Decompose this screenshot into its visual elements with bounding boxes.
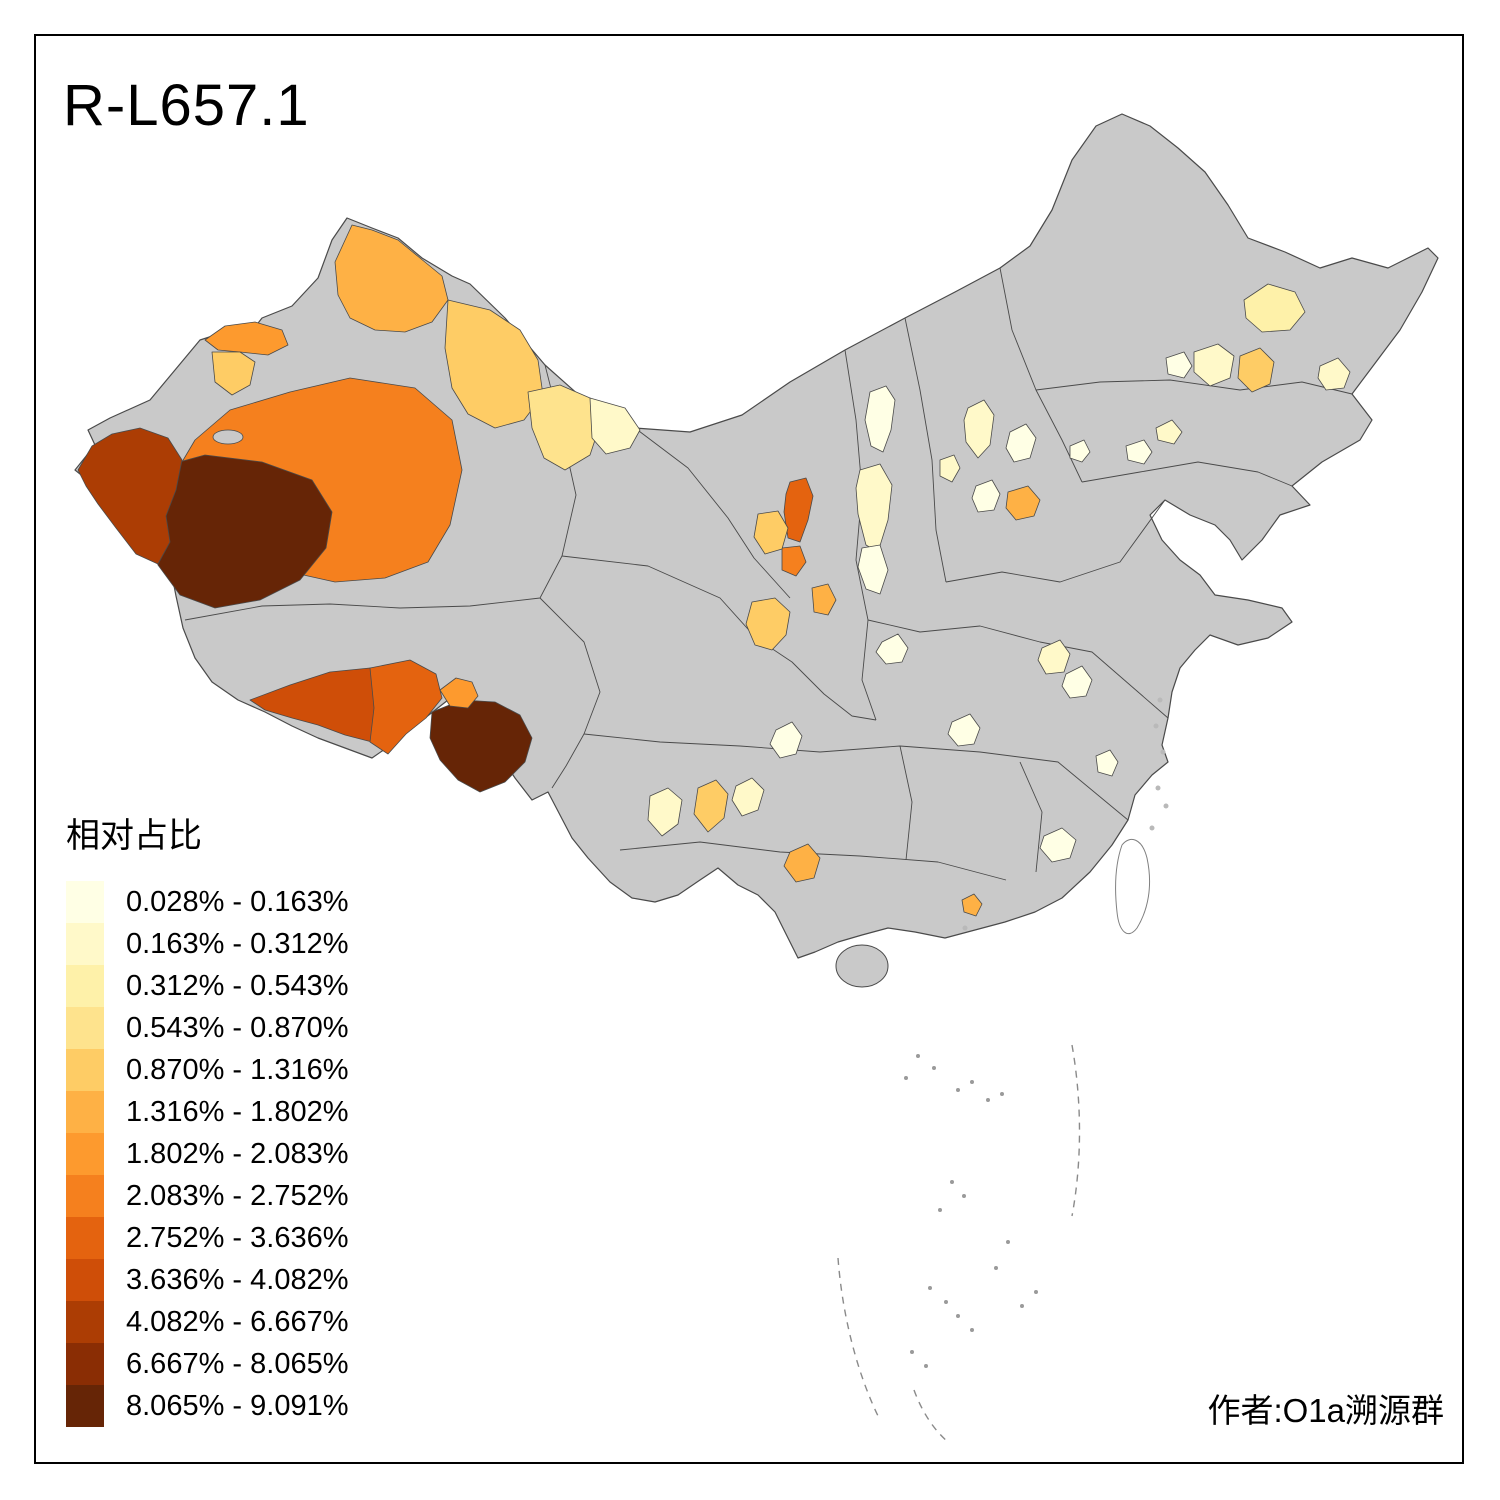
region-patch: [589, 397, 641, 455]
page-title: R-L657.1: [63, 73, 310, 138]
region-patch: [971, 479, 1001, 513]
legend-swatch: [66, 1049, 104, 1091]
region-patch: [204, 321, 289, 356]
legend-swatch: [66, 1259, 104, 1301]
legend-range-label: 4.082% - 6.667%: [126, 1305, 349, 1338]
region-patch: [211, 351, 256, 396]
legend-item: 0.870% - 1.316%: [66, 1049, 348, 1091]
legend-swatch: [66, 1007, 104, 1049]
region-patch: [731, 777, 765, 817]
legend-range-label: 0.543% - 0.870%: [126, 1011, 349, 1044]
urumqi-no-data-patch: [212, 429, 244, 445]
legend-swatch: [66, 1385, 104, 1427]
region-patch: [781, 545, 807, 577]
legend-range-label: 0.028% - 0.163%: [126, 885, 349, 918]
legend-swatch: [66, 1217, 104, 1259]
legend-item: 8.065% - 9.091%: [66, 1385, 348, 1427]
legend-range-label: 0.163% - 0.312%: [126, 927, 349, 960]
region-patch: [439, 677, 479, 709]
legend-swatch: [66, 1175, 104, 1217]
region-patch: [1061, 665, 1093, 699]
region-patch: [939, 454, 961, 483]
legend-range-label: 1.802% - 2.083%: [126, 1137, 349, 1170]
region-patch: [1165, 351, 1193, 379]
legend-item: 4.082% - 6.667%: [66, 1301, 348, 1343]
region-patch: [1069, 439, 1091, 463]
legend-range-label: 6.667% - 8.065%: [126, 1347, 349, 1380]
region-patch: [963, 399, 995, 459]
legend-item: 0.543% - 0.870%: [66, 1007, 348, 1049]
legend-swatch: [66, 965, 104, 1007]
region-patch: [783, 843, 821, 883]
region-patch: [961, 893, 983, 917]
legend: 相对占比 0.028% - 0.163% 0.163% - 0.312% 0.312…: [66, 808, 348, 1427]
region-patch: [783, 477, 814, 543]
legend-swatch: [66, 923, 104, 965]
legend-range-label: 2.752% - 3.636%: [126, 1221, 349, 1254]
legend-item: 0.028% - 0.163%: [66, 881, 348, 923]
region-patch: [1005, 485, 1041, 521]
coastal-islets: [962, 697, 1169, 931]
legend-range-label: 0.312% - 0.543%: [126, 969, 349, 1002]
legend-item: 6.667% - 8.065%: [66, 1343, 348, 1385]
legend-swatch: [66, 1091, 104, 1133]
legend-swatch: [66, 1301, 104, 1343]
region-patch: [444, 299, 544, 429]
legend-range-label: 0.870% - 1.316%: [126, 1053, 349, 1086]
region-patch: [1243, 283, 1306, 333]
legend-item: 1.802% - 2.083%: [66, 1133, 348, 1175]
south-china-sea-islands: [904, 1054, 1038, 1368]
region-patch: [527, 384, 601, 471]
region-patch: [429, 699, 533, 793]
region-patch: [1155, 419, 1183, 445]
region-patch: [334, 224, 449, 333]
region-patch: [1193, 343, 1235, 387]
legend-range-label: 8.065% - 9.091%: [126, 1389, 349, 1422]
region-patch: [1237, 347, 1275, 393]
legend-item: 1.316% - 1.802%: [66, 1091, 348, 1133]
map-regions: [77, 224, 1351, 917]
legend-item: 0.163% - 0.312%: [66, 923, 348, 965]
region-patch: [1039, 827, 1077, 863]
legend-item: 2.752% - 3.636%: [66, 1217, 348, 1259]
region-patch: [693, 779, 729, 833]
legend-items: 0.028% - 0.163% 0.163% - 0.312% 0.312% - 0…: [66, 881, 348, 1427]
legend-range-label: 1.316% - 1.802%: [126, 1095, 349, 1128]
region-patch: [647, 787, 683, 837]
region-patch: [864, 385, 896, 453]
taiwan-outline: [1115, 838, 1151, 934]
region-patch: [947, 713, 981, 747]
hainan-island: [835, 944, 889, 988]
region-patch: [77, 427, 183, 565]
region-patch: [1037, 639, 1071, 675]
legend-swatch: [66, 1133, 104, 1175]
author-credit: 作者:O1a溯源群: [1207, 1392, 1444, 1429]
region-patch: [811, 583, 837, 616]
legend-range-label: 2.083% - 2.752%: [126, 1179, 349, 1212]
region-patch: [1125, 439, 1153, 465]
legend-range-label: 3.636% - 4.082%: [126, 1263, 349, 1296]
region-patch: [369, 659, 443, 755]
region-patch: [1317, 357, 1351, 391]
region-patch: [753, 510, 789, 555]
legend-item: 0.312% - 0.543%: [66, 965, 348, 1007]
legend-item: 2.083% - 2.752%: [66, 1175, 348, 1217]
region-patch: [769, 721, 803, 759]
region-patch: [875, 633, 909, 665]
region-patch: [1095, 749, 1119, 777]
region-patch: [857, 544, 889, 595]
legend-swatch: [66, 1343, 104, 1385]
region-patch: [1005, 423, 1037, 463]
legend-item: 3.636% - 4.082%: [66, 1259, 348, 1301]
south-china-sea-dashes: [837, 1044, 1081, 1443]
legend-swatch: [66, 881, 104, 923]
legend-title: 相对占比: [66, 817, 202, 855]
region-patch: [745, 597, 791, 651]
